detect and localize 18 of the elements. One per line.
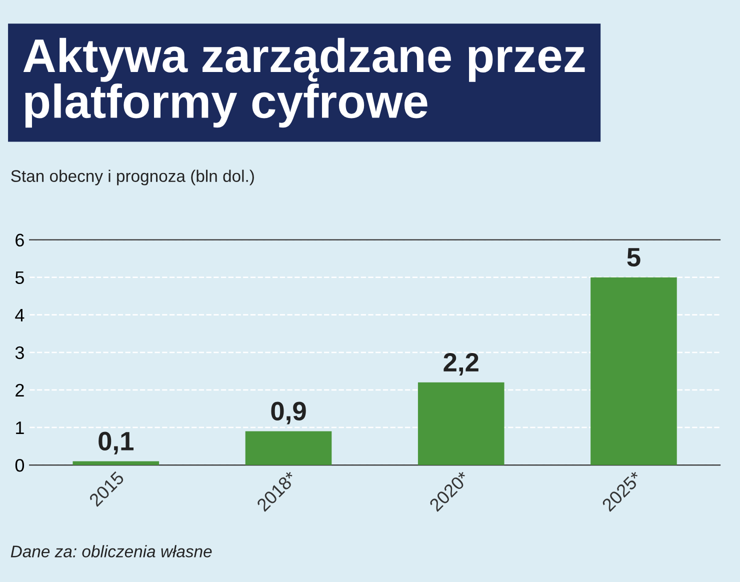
y-tick-label: 4 [15, 308, 24, 322]
bar [72, 461, 160, 466]
y-tick-label: 3 [15, 346, 24, 360]
y-tick-label: 5 [15, 271, 24, 284]
bar [245, 431, 332, 466]
chart-title: Aktywa zarządzane przez platformy cyfrowe [23, 38, 585, 128]
data-label: 2,2 [444, 352, 478, 376]
data-label: 0,9 [271, 402, 306, 424]
bar [590, 277, 677, 466]
y-tick-label: 2 [16, 384, 24, 396]
bar [418, 382, 504, 466]
text: Dane za: obliczenia własne [10, 545, 212, 558]
y-tick-label: 6 [16, 234, 24, 247]
data-label: 5 [627, 248, 640, 267]
y-tick-label: 1 [16, 422, 24, 434]
chart-subtitle: Stan obecny i prognoza (bln dol.) [11, 170, 254, 186]
y-tick-label: 0 [15, 458, 24, 472]
data-label: 0,1 [98, 432, 134, 454]
